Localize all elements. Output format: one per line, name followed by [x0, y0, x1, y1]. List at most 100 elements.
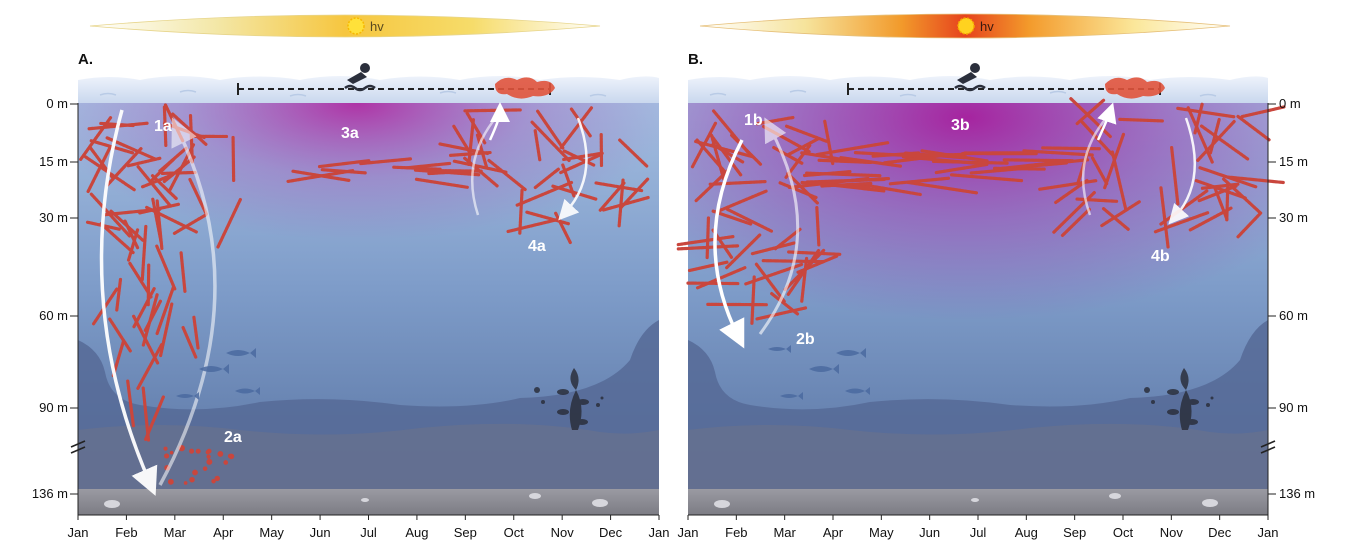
- cyanobacteria-filament: [140, 224, 148, 283]
- month-axis-b: Jan Feb Mar Apr May Jun Jul Aug Sep Oct Nov Dec Jan: [678, 514, 1279, 540]
- cyanobacteria-filament: [754, 306, 808, 321]
- sinking-colony: [228, 453, 235, 460]
- cyanobacteria-filament: [126, 228, 140, 262]
- cyanobacteria-filament: [231, 135, 236, 183]
- surface-bloom-a: [495, 77, 555, 99]
- cyanobacteria-filament: [711, 209, 753, 226]
- cyanobacteria-filament: [709, 133, 743, 177]
- month-label: Jul: [360, 525, 377, 540]
- month-label: Sep: [1063, 525, 1086, 540]
- sun-icon: [957, 17, 975, 35]
- cyanobacteria-filament: [705, 216, 711, 260]
- seafloor-b: [688, 489, 1268, 515]
- cyanobacteria-filament: [126, 379, 135, 428]
- marker-3b: 3b: [951, 117, 970, 134]
- cyanobacteria-filament: [1195, 119, 1236, 163]
- cyanobacteria-filament: [128, 261, 153, 299]
- fish-icon: [176, 348, 260, 400]
- sinking-colony: [214, 475, 220, 482]
- migration-arrow-1b: [713, 139, 745, 349]
- month-label: Feb: [115, 525, 137, 540]
- cyanobacteria-filament: [145, 205, 198, 234]
- seaweed-icon: [1144, 368, 1214, 430]
- sinking-colony: [217, 451, 224, 457]
- cyanobacteria-filament: [784, 124, 829, 143]
- cyanobacteria-filament: [618, 177, 650, 211]
- cyanobacteria-filament: [317, 159, 371, 169]
- month-label: Jan: [1258, 525, 1279, 540]
- cyanobacteria-filament: [802, 170, 852, 178]
- fish-icon: [768, 345, 870, 400]
- cyanobacteria-filament: [475, 133, 489, 169]
- cyanobacteria-filament: [558, 153, 602, 175]
- cyanobacteria-filament: [554, 211, 572, 245]
- sinking-colony: [211, 478, 216, 484]
- month-label: Dec: [599, 525, 623, 540]
- cyanobacteria-filament: [598, 181, 626, 212]
- sinking-colony: [183, 481, 188, 485]
- marker-2a: 2a: [224, 429, 242, 446]
- cyanobacteria-filament: [800, 256, 809, 304]
- depth-axis-right: 0 m 15 m 30 m 60 m 90 m 136 m: [1260, 96, 1315, 515]
- cyanobacteria-filament: [786, 248, 821, 297]
- depth-label-left-1: 15 m: [39, 154, 68, 169]
- cyanobacteria-filament: [815, 205, 821, 247]
- depth-label-left-0: 0 m: [46, 96, 68, 111]
- cyanobacteria-filament: [778, 181, 818, 200]
- sinking-colony: [205, 450, 210, 455]
- cyanobacteria-filament: [718, 189, 768, 212]
- cyanobacteria-filament: [533, 129, 542, 162]
- cyanobacteria-filament: [839, 156, 903, 168]
- sinking-colony: [206, 458, 213, 465]
- cyanobacteria-filament: [159, 302, 174, 358]
- sinking-colony: [202, 466, 208, 471]
- light-intensity-bar-a: [89, 14, 601, 38]
- month-label: Apr: [213, 525, 234, 540]
- cyanobacteria-filament: [694, 139, 755, 159]
- cyanobacteria-filament: [530, 120, 571, 163]
- migration-arrow-4b: [1081, 115, 1109, 216]
- cyanobacteria-filament: [150, 157, 176, 182]
- cyanobacteria-filament: [807, 180, 886, 193]
- cyanobacteria-filament: [123, 219, 140, 251]
- cyanobacteria-filament: [463, 108, 522, 113]
- month-label: Jul: [970, 525, 987, 540]
- marker-3a: 3a: [341, 125, 359, 142]
- cyanobacteria-filament: [140, 173, 175, 189]
- cyanobacteria-filament: [216, 197, 242, 249]
- month-label: Aug: [405, 525, 428, 540]
- cyanobacteria-filament: [920, 149, 989, 163]
- month-label: Sep: [454, 525, 477, 540]
- filaments-a: [79, 103, 650, 485]
- cyanobacteria-filament: [414, 177, 469, 189]
- month-label: Apr: [823, 525, 844, 540]
- cyanobacteria-filament: [934, 162, 989, 175]
- cyanobacteria-filament: [136, 343, 164, 390]
- cyanobacteria-filament: [708, 179, 767, 186]
- panel-a: hv A.: [78, 14, 659, 515]
- cyanobacteria-filament: [969, 167, 1023, 175]
- cyanobacteria-filament: [1159, 186, 1170, 249]
- cyanobacteria-filament: [89, 192, 132, 238]
- depth-label-right-5: 136 m: [1279, 486, 1315, 501]
- cyanobacteria-filament: [1239, 105, 1286, 119]
- marker-4b: 4b: [1151, 248, 1170, 265]
- migration-arrow-4a: [471, 114, 499, 216]
- depth-label-left-3: 60 m: [39, 308, 68, 323]
- cyanobacteria-filament: [562, 151, 604, 162]
- cyanobacteria-filament: [860, 182, 922, 197]
- cyanobacteria-filament: [787, 176, 870, 190]
- sun-icon: [347, 17, 365, 35]
- swimmer-icon: [954, 63, 986, 92]
- cyanobacteria-filament: [1199, 124, 1250, 161]
- cyanobacteria-filament: [1026, 158, 1091, 168]
- cyanobacteria-filament: [1110, 150, 1128, 212]
- cyanobacteria-filament: [709, 133, 726, 181]
- cyanobacteria-filament: [162, 105, 168, 148]
- cyanobacteria-filament: [906, 180, 979, 195]
- month-label: May: [259, 525, 284, 540]
- month-label: Jun: [919, 525, 940, 540]
- cyanobacteria-filament: [438, 142, 490, 156]
- cyanobacteria-filament: [115, 277, 123, 312]
- cyanobacteria-filament: [1213, 185, 1229, 221]
